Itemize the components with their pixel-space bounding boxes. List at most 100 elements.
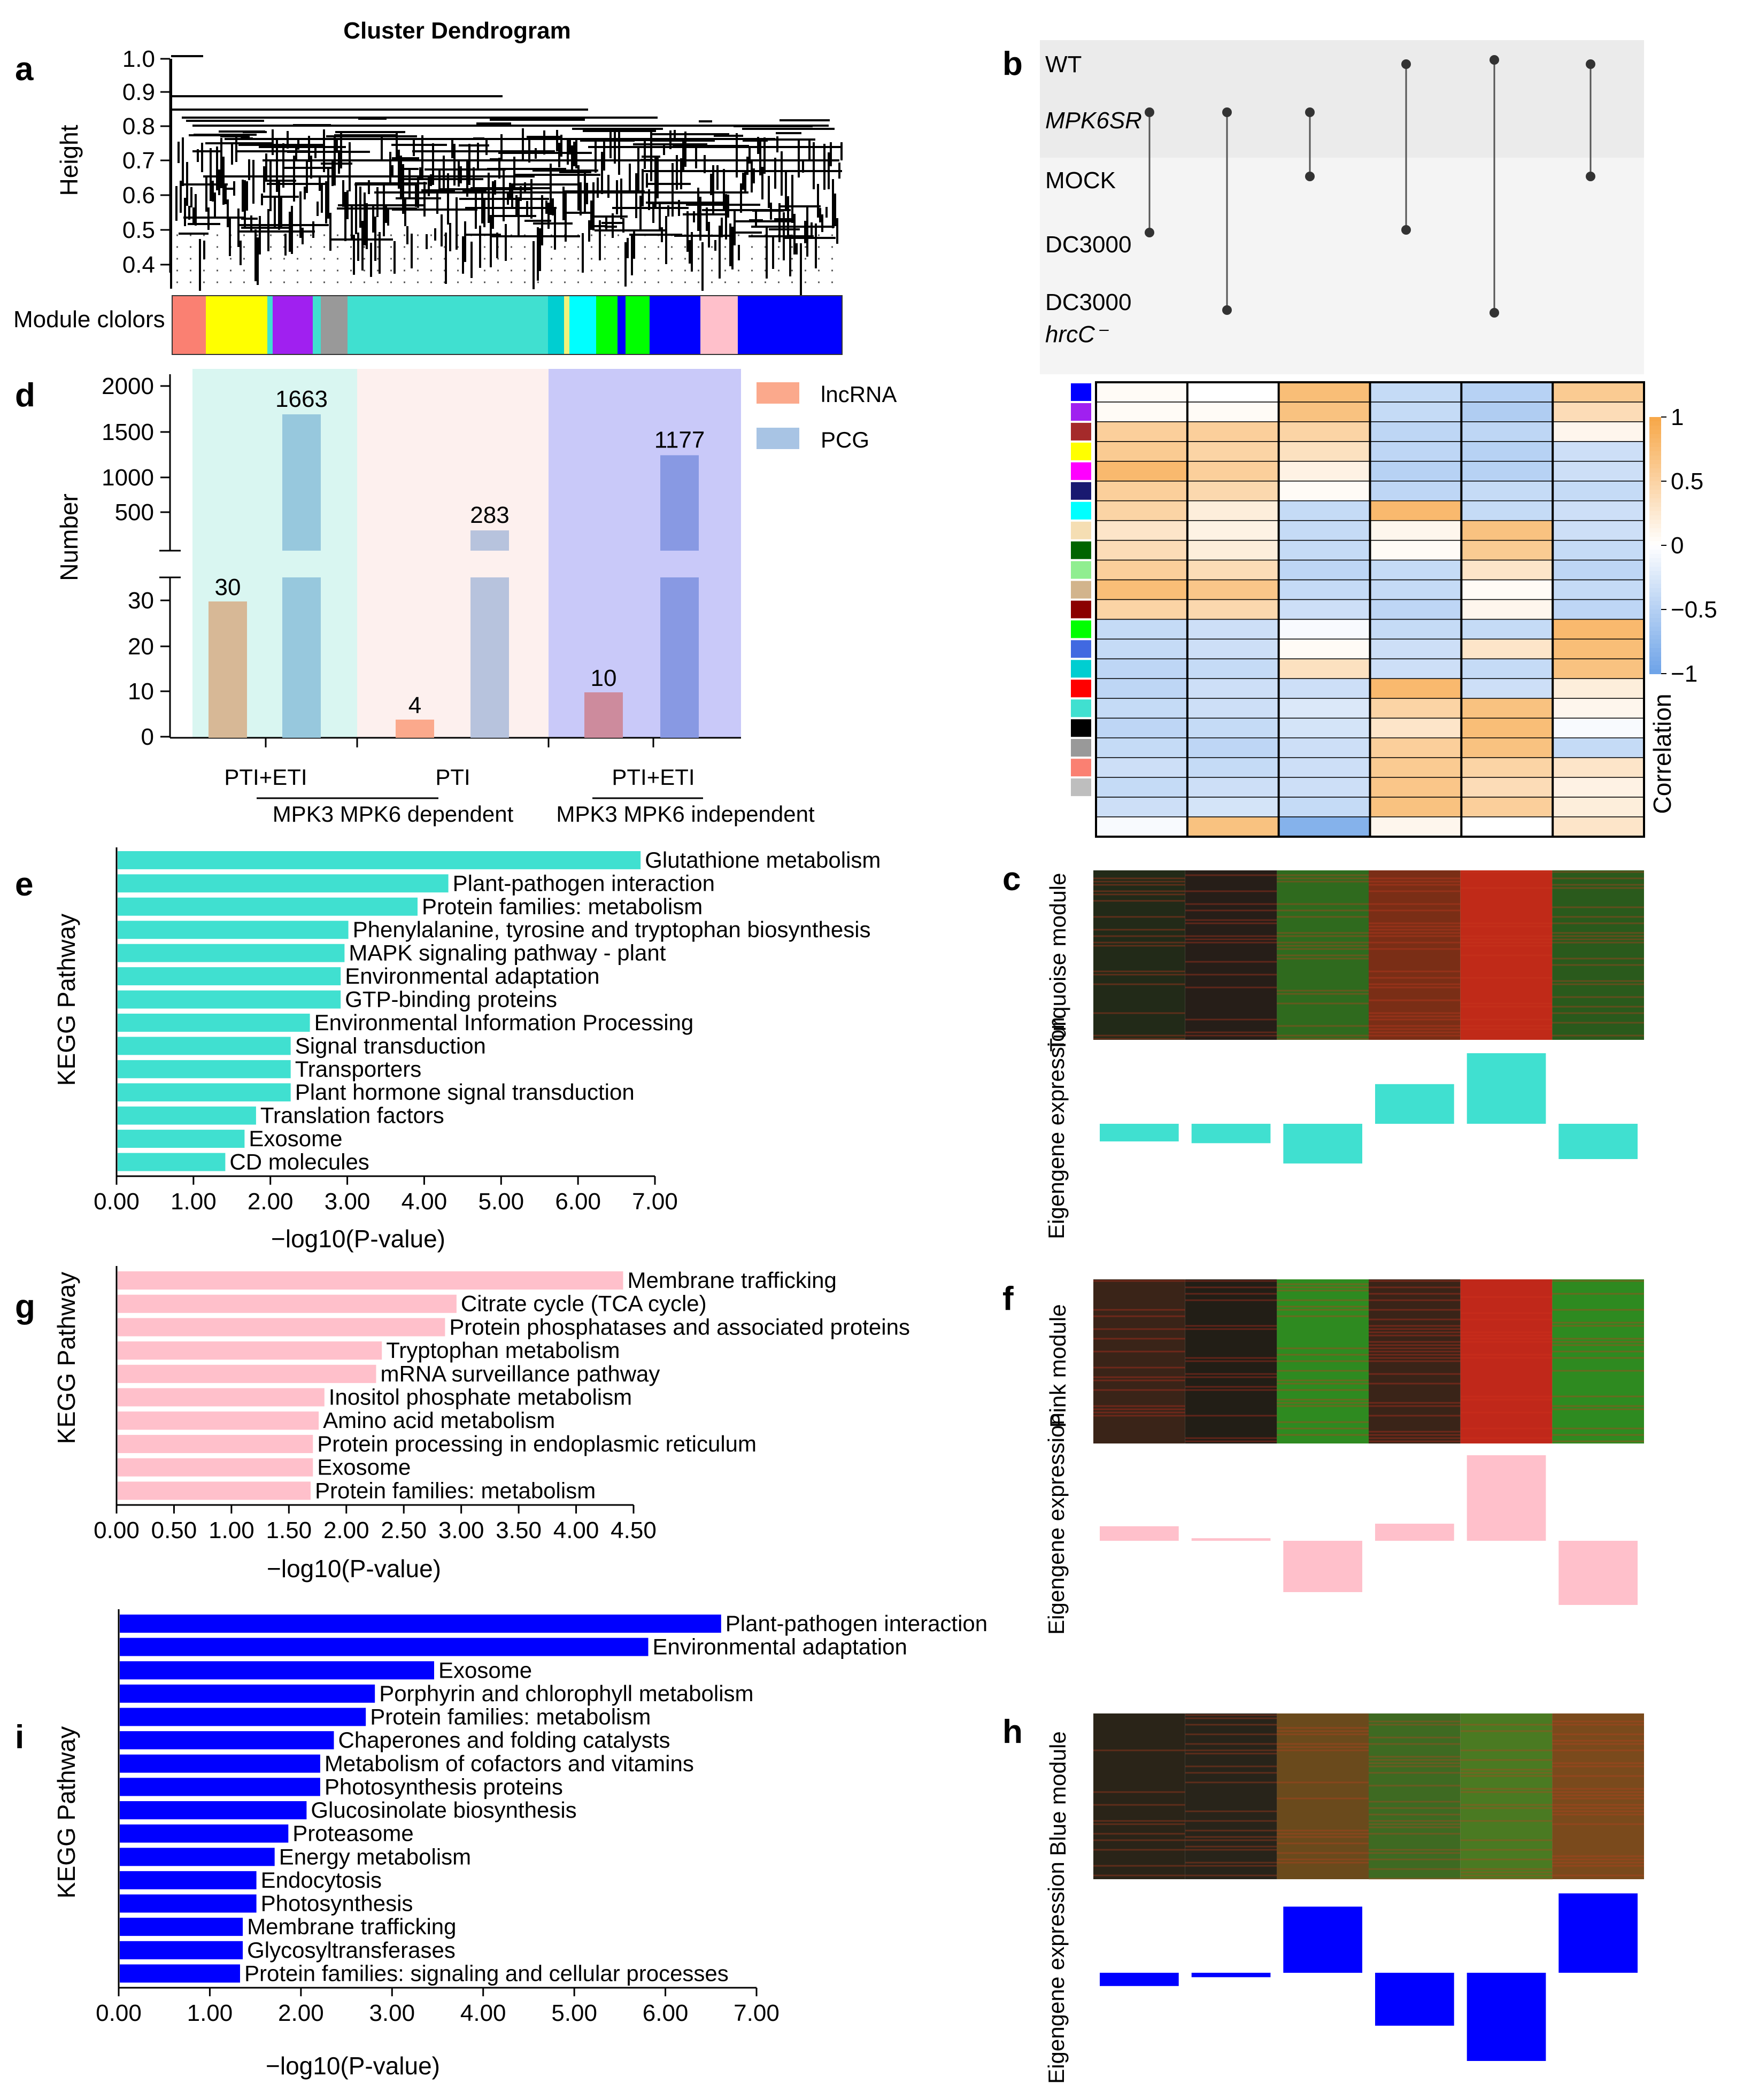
bar-value-label: 1663 — [275, 386, 328, 412]
module-color-swatch — [1071, 778, 1091, 797]
kegg-bar-label: Plant-pathogen interaction — [453, 870, 715, 895]
correlation-cell — [1278, 619, 1371, 640]
kegg-bar — [118, 921, 349, 939]
kegg-bar — [118, 851, 641, 869]
heatmap-column — [1185, 1713, 1277, 1879]
heatmap-streaks — [1277, 874, 1369, 1040]
kegg-x-tick-label: 5.00 — [551, 2000, 597, 2026]
correlation-cell — [1552, 579, 1645, 600]
correlation-cell — [1278, 402, 1371, 422]
kegg-x-tick-label: 3.00 — [369, 2000, 415, 2026]
kegg-bar-label: Protein families: metabolism — [370, 1704, 651, 1730]
correlation-cell — [1278, 579, 1371, 600]
design-dot — [1586, 59, 1595, 69]
kegg-bar-label: Endocytosis — [261, 1867, 382, 1893]
colorbar-segment — [1649, 644, 1661, 648]
panel-e: e KEGG Pathway Glutathione metabolismPla… — [15, 847, 881, 1253]
kegg-bar — [118, 1060, 291, 1078]
kegg-bar-label: Translation factors — [260, 1103, 444, 1128]
eigengene-bar — [1558, 1541, 1638, 1605]
correlation-cell — [1369, 402, 1462, 422]
correlation-cell — [1369, 658, 1462, 680]
heatmap-streaks — [1185, 1714, 1277, 1877]
correlation-cell — [1278, 382, 1371, 403]
y-tick-label-upper: 2000 — [102, 373, 154, 399]
colorbar-segment — [1649, 490, 1661, 495]
module-label-f: Pink module — [1045, 1304, 1070, 1427]
correlation-cell — [1278, 717, 1371, 739]
bar-lncrna — [396, 720, 434, 738]
correlation-cell — [1552, 382, 1645, 403]
y-tick-label-upper: 1500 — [102, 419, 154, 445]
correlation-cell — [1095, 777, 1188, 798]
correlation-cell — [1369, 777, 1462, 798]
correlation-cell — [1461, 500, 1553, 521]
colorbar-segment — [1649, 498, 1661, 503]
correlation-cell — [1095, 816, 1188, 837]
kegg-bar-label: Signal transduction — [295, 1033, 486, 1058]
design-dot — [1305, 107, 1315, 117]
heatmap-column — [1369, 870, 1461, 1040]
module-color-segment — [273, 296, 313, 354]
correlation-cell — [1552, 737, 1645, 758]
heatmap-column — [1552, 1279, 1644, 1443]
kegg-bar — [118, 1458, 313, 1477]
dendrogram-title: Cluster Dendrogram — [343, 18, 570, 44]
correlation-cell — [1461, 599, 1553, 620]
correlation-cell — [1369, 382, 1462, 403]
kegg-bar-label: Protein processing in endoplasmic reticu… — [317, 1431, 757, 1456]
group-label-pti: PTI — [435, 765, 470, 790]
kegg-bar — [118, 1481, 311, 1500]
bg-pti-dependent — [357, 369, 549, 738]
correlation-cell — [1187, 441, 1279, 462]
kegg-x-tick-label: 4.00 — [460, 2000, 506, 2026]
kegg-bar — [118, 1130, 245, 1148]
condition-wt: WT — [1045, 51, 1082, 78]
heatmap-column — [1093, 1713, 1185, 1879]
correlation-cell — [1369, 539, 1462, 561]
dendrogram-tree — [170, 55, 843, 296]
kegg-bar — [120, 1661, 434, 1680]
correlation-cell — [1461, 797, 1553, 817]
correlation-cell — [1187, 402, 1279, 422]
eigengene-bar — [1100, 1526, 1179, 1541]
heatmap-streaks — [1369, 1720, 1461, 1880]
kegg-bar — [118, 1014, 310, 1032]
kegg-bar — [120, 1918, 243, 1936]
heatmap-column — [1460, 870, 1553, 1040]
kegg-x-tick-label: 5.00 — [478, 1188, 524, 1215]
heatmap-streaks — [1552, 1280, 1644, 1442]
correlation-cell — [1278, 481, 1371, 501]
bar-value-label: 30 — [215, 574, 241, 600]
module-heatmap-c — [1093, 870, 1644, 1164]
correlation-cell — [1369, 520, 1462, 541]
correlation-cell — [1369, 599, 1462, 620]
correlation-cell — [1461, 421, 1553, 442]
kegg-bar-label: Environmental adaptation — [345, 963, 599, 989]
design-dot — [1490, 308, 1499, 318]
eigengene-bar — [1467, 1455, 1546, 1541]
kegg-bar-label: Membrane trafficking — [247, 1914, 456, 1939]
module-label-c: Turquoise module — [1045, 873, 1070, 1052]
eigengene-bar — [1283, 1124, 1362, 1164]
correlation-cell — [1552, 441, 1645, 462]
panel-h: h Blue module Eigengene expression — [1002, 1713, 1644, 2084]
kegg-bar — [118, 1271, 623, 1290]
kegg-x-tick-label: 0.00 — [96, 2000, 142, 2026]
correlation-cell — [1552, 658, 1645, 680]
kegg-bar-label: Chaperones and folding catalysts — [338, 1727, 670, 1752]
colorbar-segment — [1649, 635, 1661, 640]
colorbar-segment — [1649, 571, 1661, 576]
kegg-y-label-g: KEGG Pathway — [52, 1272, 80, 1444]
correlation-cell — [1552, 402, 1645, 422]
kegg-bar-label: Amino acid metabolism — [323, 1408, 555, 1433]
module-color-segment — [738, 296, 842, 354]
kegg-x-tick-label: 6.00 — [555, 1188, 601, 1215]
kegg-y-label-e: KEGG Pathway — [52, 914, 80, 1086]
design-dot — [1222, 305, 1232, 315]
kegg-bar — [118, 1341, 382, 1360]
correlation-cell — [1461, 559, 1553, 581]
correlation-cell — [1187, 757, 1279, 778]
correlation-cell — [1369, 698, 1462, 719]
kegg-bar — [118, 1388, 325, 1407]
